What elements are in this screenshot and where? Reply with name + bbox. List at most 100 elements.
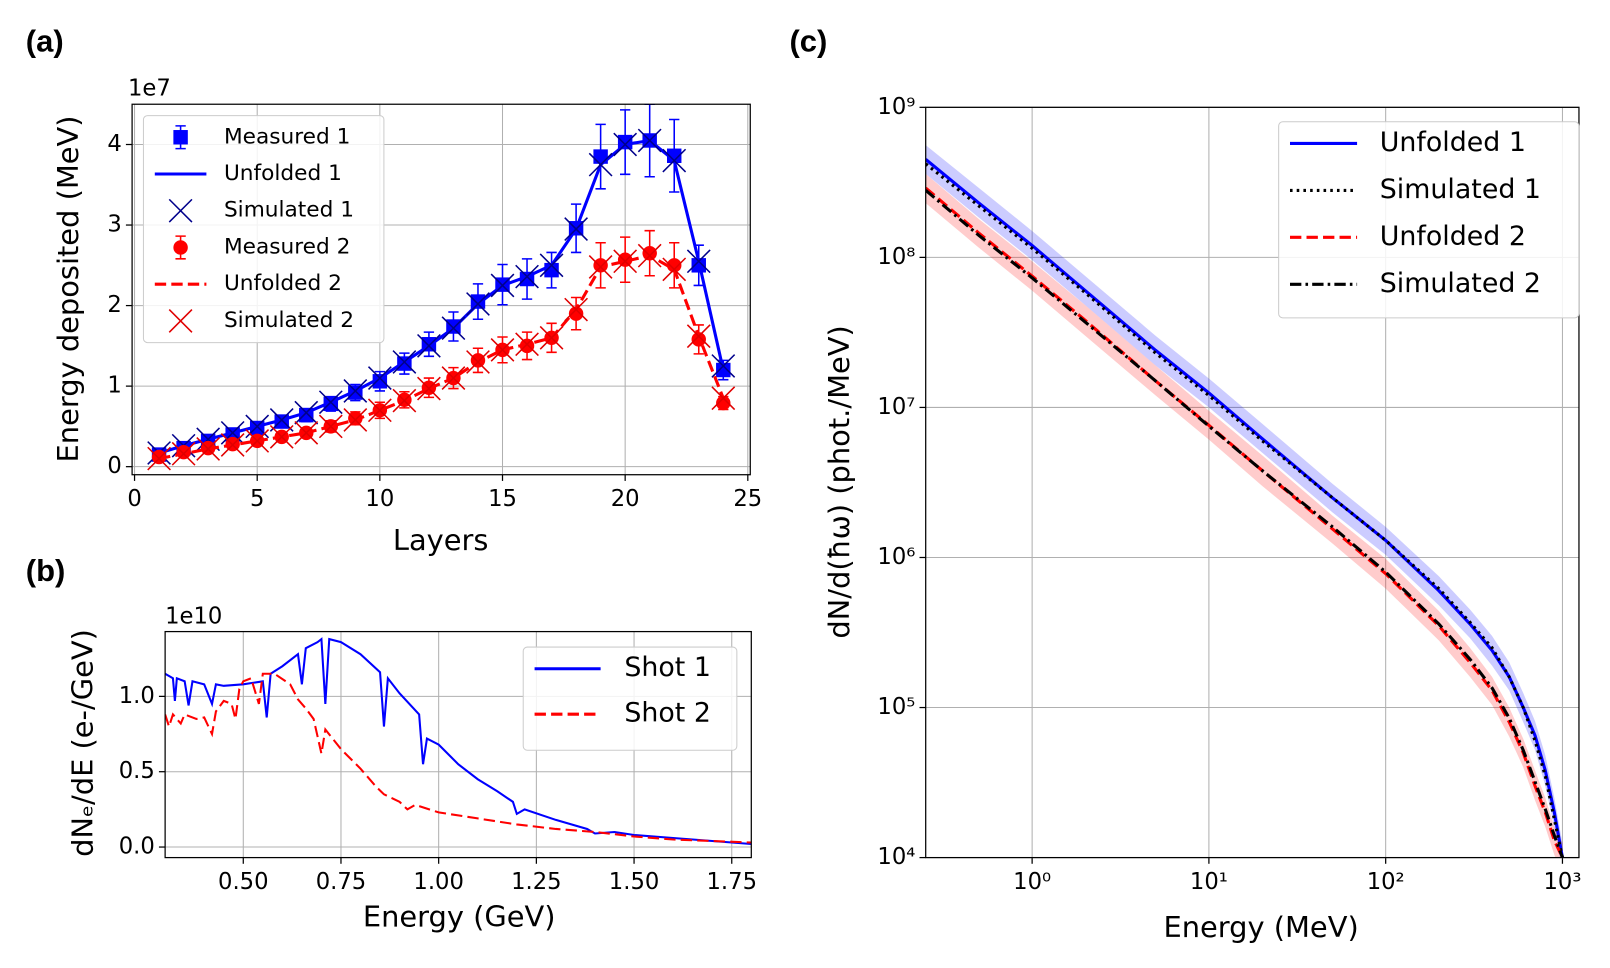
marker — [637, 128, 662, 153]
y-tick-label: 4 — [107, 131, 121, 157]
x-tick-label: 25 — [733, 486, 762, 512]
legend-marker — [173, 240, 188, 255]
y-offset-label: 1e7 — [128, 75, 171, 101]
legend-marker — [173, 130, 188, 145]
marker — [515, 264, 539, 289]
y-tick-label: 0.5 — [119, 758, 155, 784]
marker — [613, 249, 638, 274]
marker — [539, 253, 564, 278]
legend-label: Shot 2 — [624, 698, 711, 729]
marker — [539, 325, 564, 350]
x-tick-label: 0 — [127, 486, 141, 512]
series-line — [158, 138, 725, 455]
y-tick-label: 10⁶ — [877, 544, 915, 570]
series-line — [925, 189, 1564, 858]
marker — [269, 424, 294, 449]
marker — [711, 354, 736, 378]
marker — [392, 388, 417, 413]
panel-label: (c) — [789, 24, 827, 59]
x-tick-label: 20 — [611, 486, 640, 512]
marker — [294, 400, 319, 425]
panel-label: (a) — [26, 24, 64, 59]
marker — [343, 408, 368, 432]
marker — [593, 258, 608, 273]
marker — [245, 428, 270, 453]
marker — [294, 420, 319, 445]
marker — [466, 292, 490, 316]
marker — [343, 379, 368, 403]
marker — [662, 148, 687, 173]
legend-label: Simulated 2 — [1380, 268, 1541, 299]
panel-label: (b) — [26, 553, 66, 588]
y-tick-label: 10⁵ — [877, 694, 915, 720]
x-tick-label: 0.50 — [218, 869, 269, 895]
marker — [441, 366, 466, 390]
marker — [588, 255, 613, 279]
legend-marker — [168, 198, 193, 223]
legend-label: Simulated 1 — [1380, 174, 1541, 205]
legend-label: Simulated 1 — [224, 198, 354, 223]
marker — [686, 249, 711, 274]
marker — [318, 414, 343, 439]
axes-frame — [131, 103, 751, 476]
legend-box — [522, 646, 738, 751]
y-tick-label: 3 — [107, 212, 121, 238]
y-tick-label: 10⁴ — [877, 844, 915, 870]
legend-label: Measured 2 — [224, 234, 350, 259]
x-tick-label: 1.25 — [511, 869, 562, 895]
legend-label: Unfolded 1 — [1380, 127, 1526, 158]
legend-box — [142, 115, 385, 344]
marker — [176, 444, 191, 460]
marker — [711, 386, 736, 411]
y-tick-label: 0 — [107, 453, 121, 479]
marker — [147, 446, 171, 471]
y-tick-label: 2 — [107, 292, 121, 318]
x-tick-label: 15 — [488, 486, 517, 512]
x-tick-label: 10¹ — [1190, 869, 1228, 895]
marker — [662, 257, 687, 282]
x-tick-label: 10³ — [1543, 869, 1581, 895]
plot-area — [925, 145, 1564, 858]
legend-label: Shot 1 — [624, 652, 711, 683]
y-axis-label: dNₑ/dE (e-/GeV) — [66, 629, 100, 857]
marker — [220, 420, 245, 445]
marker — [417, 333, 441, 358]
y-tick-label: 10⁸ — [877, 244, 915, 270]
marker — [470, 294, 486, 309]
marker — [666, 258, 682, 273]
uncertainty-band — [925, 145, 1563, 858]
marker — [171, 441, 196, 466]
marker — [515, 332, 539, 357]
marker — [564, 297, 588, 322]
plot-area — [147, 104, 736, 471]
legend: Measured 1 Unfolded 1 Simulated 1 Measured … — [142, 115, 385, 344]
legend-label: Unfolded 1 — [224, 161, 342, 186]
plot-area — [165, 637, 752, 846]
legend: Shot 1 Shot 2 — [522, 646, 738, 751]
legend: Unfolded 1 Simulated 1 Unfolded 2 Simulated… — [1278, 121, 1580, 319]
marker — [269, 408, 294, 432]
marker — [568, 306, 584, 321]
marker — [716, 395, 731, 411]
series-line — [158, 254, 725, 461]
marker — [441, 316, 466, 341]
marker — [220, 433, 245, 457]
legend-marker — [168, 309, 193, 333]
legend-label: Simulated 2 — [224, 308, 354, 333]
legend-label: Unfolded 2 — [1380, 221, 1526, 252]
y-tick-label: 0.0 — [119, 834, 155, 860]
y-offset-label: 1e10 — [165, 604, 222, 630]
marker — [490, 337, 515, 362]
y-axis-label: Energy deposited (MeV) — [51, 115, 85, 462]
marker — [686, 324, 711, 349]
marker — [367, 366, 392, 390]
legend-label: Measured 1 — [224, 124, 350, 149]
y-axis-label: dN/d(ħω) (phot./MeV) — [822, 325, 856, 638]
marker — [151, 449, 167, 465]
marker — [564, 217, 588, 241]
marker — [519, 338, 535, 354]
x-tick-label: 1.75 — [706, 869, 757, 895]
y-tick-label: 10⁹ — [877, 94, 915, 120]
marker — [392, 350, 417, 374]
